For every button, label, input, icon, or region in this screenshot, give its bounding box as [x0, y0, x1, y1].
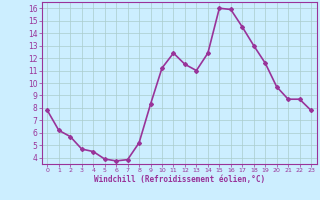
X-axis label: Windchill (Refroidissement éolien,°C): Windchill (Refroidissement éolien,°C) [94, 175, 265, 184]
